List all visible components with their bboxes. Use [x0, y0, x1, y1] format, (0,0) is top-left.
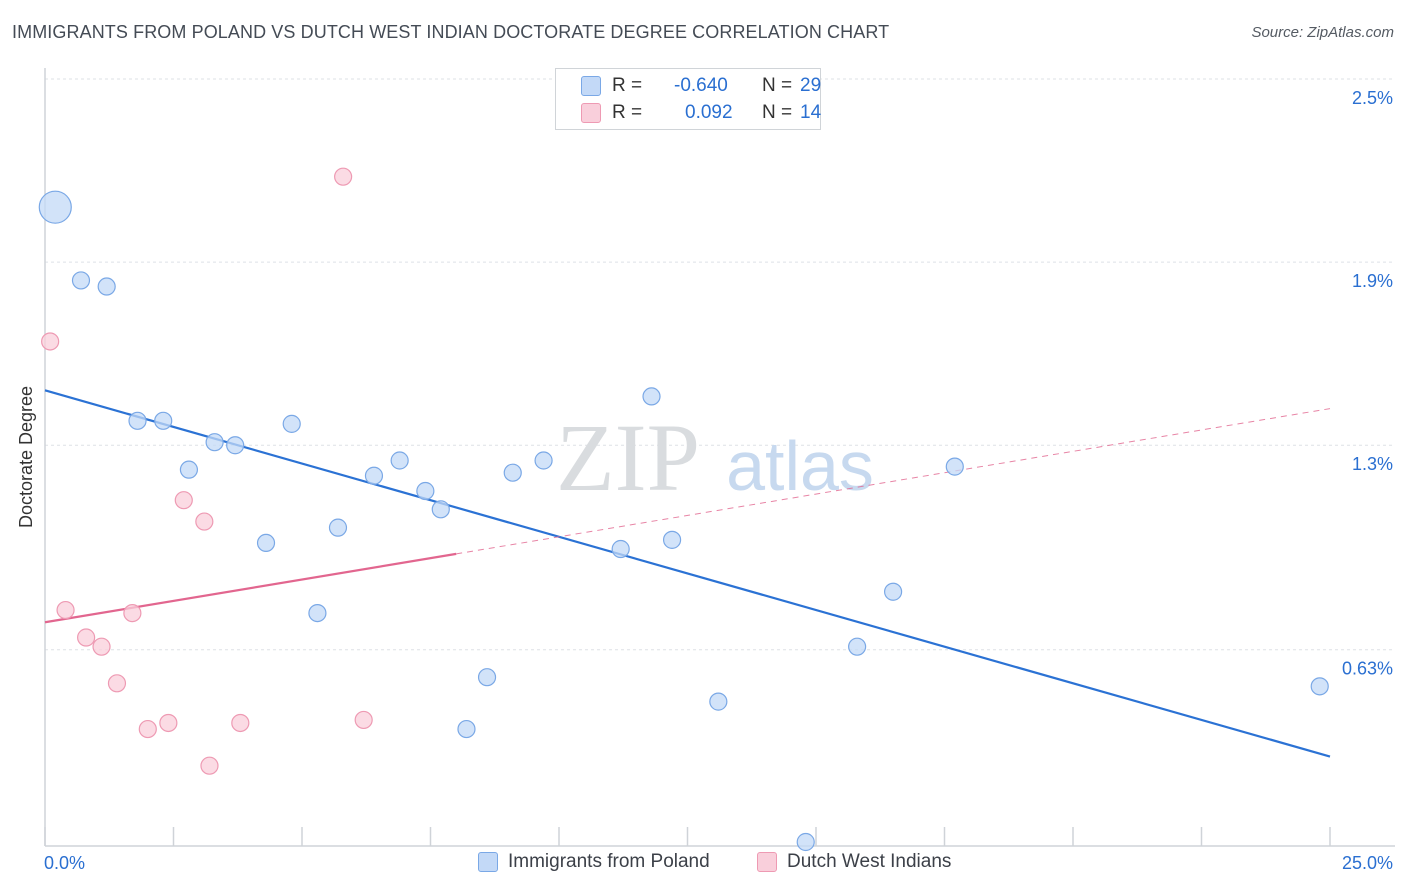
poland-point	[416, 481, 435, 501]
poland-point	[848, 637, 867, 656]
poland-point	[256, 533, 276, 553]
dutch-point	[41, 332, 60, 351]
dutch-swatch	[581, 103, 601, 123]
poland-point	[709, 692, 728, 711]
dutch-point	[92, 637, 111, 656]
chart-source: Source: ZipAtlas.com	[1251, 24, 1394, 41]
dutch-point	[174, 491, 193, 510]
poland-point	[179, 460, 199, 479]
dutch-point	[56, 600, 75, 620]
dutch-point	[77, 628, 96, 647]
y-axis-label: Doctorate Degree	[16, 386, 36, 528]
dutch-point	[231, 713, 250, 733]
dutch-point	[107, 674, 127, 693]
legend-item-poland: Immigrants from Poland	[478, 851, 710, 873]
poland-point	[1310, 677, 1329, 696]
n-label: N =	[762, 75, 793, 96]
poland-point	[457, 719, 476, 739]
trend-layer	[44, 389, 1331, 758]
poland-point	[611, 539, 630, 559]
x-tick-label: 25.0%	[1342, 853, 1393, 873]
dutch-trend-line-dashed	[456, 408, 1331, 555]
n-value: 14	[800, 102, 822, 123]
dutch-point	[200, 756, 219, 775]
poland-point	[205, 433, 224, 452]
poland-point	[128, 411, 147, 430]
poland-point	[883, 582, 903, 601]
poland-point	[534, 451, 553, 470]
r-label: R =	[612, 102, 643, 123]
grid-layer	[45, 78, 1395, 651]
poland-trend-line	[44, 389, 1331, 758]
stats-legend: R = -0.640 N = 29 R = 0.092 N = 14	[555, 68, 821, 130]
poland-point	[945, 457, 964, 476]
dutch-trend-line-solid	[44, 552, 457, 624]
dutch-point	[334, 167, 353, 186]
poland-point	[477, 668, 497, 687]
y-tick-label: 2.5%	[1352, 88, 1393, 108]
poland-point	[503, 463, 522, 482]
dutch-point	[195, 512, 214, 531]
poland-point	[431, 500, 450, 519]
poland-legend-swatch	[478, 852, 498, 872]
poland-point	[154, 411, 173, 430]
dutch-point	[123, 603, 142, 623]
poland-point	[38, 190, 72, 224]
y-tick-label: 1.9%	[1352, 271, 1393, 291]
r-label: R =	[612, 75, 643, 96]
chart-title: IMMIGRANTS FROM POLAND VS DUTCH WEST IND…	[12, 22, 890, 42]
dutch-legend-swatch	[757, 852, 777, 872]
dutch-point	[138, 719, 157, 739]
legend-item-dutch: Dutch West Indians	[757, 851, 951, 873]
poland-point	[390, 451, 409, 470]
poland-point	[282, 414, 301, 433]
poland-point	[308, 603, 327, 623]
poland-point	[796, 832, 815, 852]
poland-point	[364, 466, 384, 485]
dutch-point	[354, 710, 373, 730]
axis-layer	[44, 68, 1395, 847]
r-value: 0.092	[685, 102, 733, 123]
watermark-atlas: atlas	[726, 427, 874, 505]
tick-label-layer: 0.63% 1.3% 1.9% 2.5% 0.0% 25.0%	[44, 88, 1393, 873]
watermark: ZIP atlas	[556, 404, 874, 511]
poland-point	[642, 387, 661, 406]
poland-point	[662, 530, 682, 549]
n-label: N =	[762, 102, 793, 123]
poland-swatch	[581, 76, 601, 96]
poland-point	[97, 277, 116, 296]
y-tick-label: 1.3%	[1352, 454, 1393, 474]
points-layer	[38, 167, 1329, 852]
watermark-zip: ZIP	[556, 404, 700, 511]
n-value: 29	[800, 75, 822, 96]
poland-point	[328, 518, 348, 537]
poland-point	[226, 436, 245, 455]
dutch-legend-label: Dutch West Indians	[787, 851, 952, 872]
r-value: -0.640	[674, 75, 728, 96]
poland-point	[71, 271, 91, 290]
poland-legend-label: Immigrants from Poland	[508, 851, 710, 872]
y-tick-label: 0.63%	[1342, 659, 1393, 679]
dutch-point	[159, 713, 178, 733]
x-tick-label: 0.0%	[44, 853, 85, 873]
